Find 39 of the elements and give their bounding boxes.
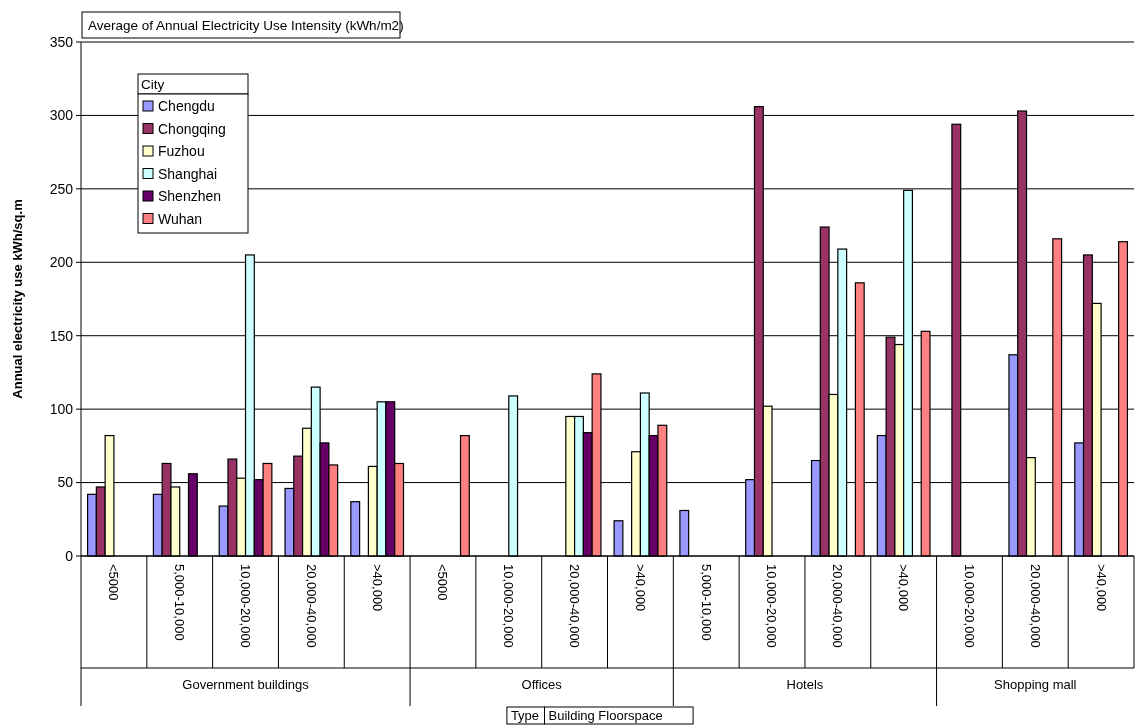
legend-label: Shenzhen <box>158 188 222 204</box>
x-tick-label: 10,000-20,000 <box>764 564 780 648</box>
text: Shopping mall <box>994 677 1077 692</box>
x-tick-label: 10,000-20,000 <box>237 564 253 648</box>
y-tick-label: 300 <box>49 107 74 124</box>
y-tick-label: 200 <box>49 254 74 271</box>
text: Offices <box>521 677 563 692</box>
x-tick-label: 10,000-20,000 <box>501 564 517 648</box>
x-tick-label: <5000 <box>435 564 451 601</box>
legend-label: Wuhan <box>158 210 203 227</box>
text: Government buildings <box>182 677 310 692</box>
x-tick-label: 20,000-40,000 <box>830 564 846 648</box>
x-tick-label: >40,000 <box>369 564 385 612</box>
x-tick-label: 5,000-10,000 <box>698 564 714 641</box>
y-tick-label: 350 <box>49 33 74 50</box>
y-tick-label: 50 <box>57 474 74 491</box>
x-tick-label: >40,000 <box>632 564 648 612</box>
y-axis-title: Annual electricity use kWh/sq.m <box>10 199 25 399</box>
x-tick-label: 20,000-40,000 <box>1027 564 1043 648</box>
legend-label: Fuzhou <box>158 143 205 159</box>
text: Hotels <box>786 677 824 692</box>
y-tick-label: 0 <box>65 547 74 564</box>
text: Type <box>510 708 540 723</box>
x-tick-label: 20,000-40,000 <box>303 564 319 648</box>
legend-label: Shanghai <box>158 165 218 182</box>
x-tick-label: <5000 <box>106 564 122 601</box>
y-tick-label: 250 <box>49 180 74 197</box>
x-tick-label: 20,000-40,000 <box>567 564 583 648</box>
x-tick-label: >40,000 <box>896 564 912 612</box>
x-tick-label: >40,000 <box>1093 564 1109 612</box>
text: Building Floorspace <box>548 708 663 723</box>
legend-title: City <box>141 77 165 92</box>
y-tick-label: 100 <box>49 401 74 418</box>
x-tick-label: 10,000-20,000 <box>961 564 977 648</box>
x-tick-label: 5,000-10,000 <box>172 564 188 641</box>
chart-title: Average of Annual Electricity Use Intensity (kWh/m2) <box>88 18 404 33</box>
legend-label: Chongqing <box>158 120 226 137</box>
y-tick-label: 150 <box>49 327 74 344</box>
legend-label: Chengdu <box>158 98 215 114</box>
